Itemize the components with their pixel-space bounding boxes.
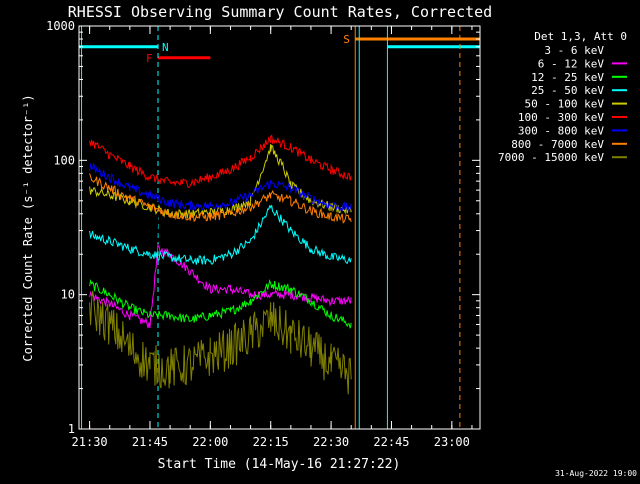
x-tick-label: 22:30 — [313, 435, 349, 449]
x-tick-label: 22:45 — [373, 435, 409, 449]
flag-label-F: F — [146, 52, 153, 65]
y-tick-label: 100 — [53, 153, 75, 167]
series-lines — [89, 134, 352, 427]
x-tick-label: 22:00 — [192, 435, 228, 449]
legend-label: 6 - 12 keV — [538, 57, 605, 70]
x-tick-label: 21:45 — [132, 435, 168, 449]
legend-label: 50 - 100 keV — [525, 98, 605, 111]
y-tick-label: 1000 — [46, 19, 75, 33]
legend-label: 800 - 7000 keV — [511, 138, 604, 151]
legend-label: 25 - 50 keV — [531, 84, 604, 97]
footer-timestamp: 31-Aug-2022 19:00 — [555, 469, 637, 478]
x-axis-label: Start Time (14-May-16 21:27:22) — [158, 457, 401, 472]
legend-label: 300 - 800 keV — [518, 124, 604, 137]
legend-header: Det 1,3, Att 0 — [534, 30, 627, 43]
y-tick-label: 10 — [61, 288, 75, 302]
legend-label: 7000 - 15000 keV — [498, 151, 604, 164]
series-line — [89, 204, 352, 265]
series-line — [89, 134, 352, 189]
series-line — [89, 173, 352, 224]
series-line — [89, 278, 352, 329]
series-line — [89, 205, 352, 427]
chart-title: RHESSI Observing Summary Count Rates, Co… — [68, 3, 492, 21]
y-axis-label: Corrected Count Rate (s⁻¹ detector⁻¹) — [21, 94, 35, 361]
series-line — [89, 143, 352, 219]
axes: 21:30 21:45 22:00 22:15 22:30 22:45 23:00 1 10 10… — [46, 19, 480, 449]
y-tick-label: 1 — [68, 422, 75, 436]
flag-label-N: N — [162, 41, 169, 54]
legend-label: 3 - 6 keV — [544, 44, 604, 57]
flag-label-S: S — [343, 33, 350, 46]
x-tick-label: 22:15 — [253, 435, 289, 449]
x-tick-label: 21:30 — [72, 435, 108, 449]
x-tick-label: 23:00 — [434, 435, 470, 449]
legend-label: 100 - 300 keV — [518, 111, 604, 124]
flag-bars: NF S — [79, 33, 480, 65]
vertical-markers — [81, 26, 461, 429]
series-line — [89, 290, 352, 395]
plot-area-frame — [78, 25, 481, 430]
series-line — [89, 162, 352, 213]
legend-label: 12 - 25 keV — [531, 71, 604, 84]
